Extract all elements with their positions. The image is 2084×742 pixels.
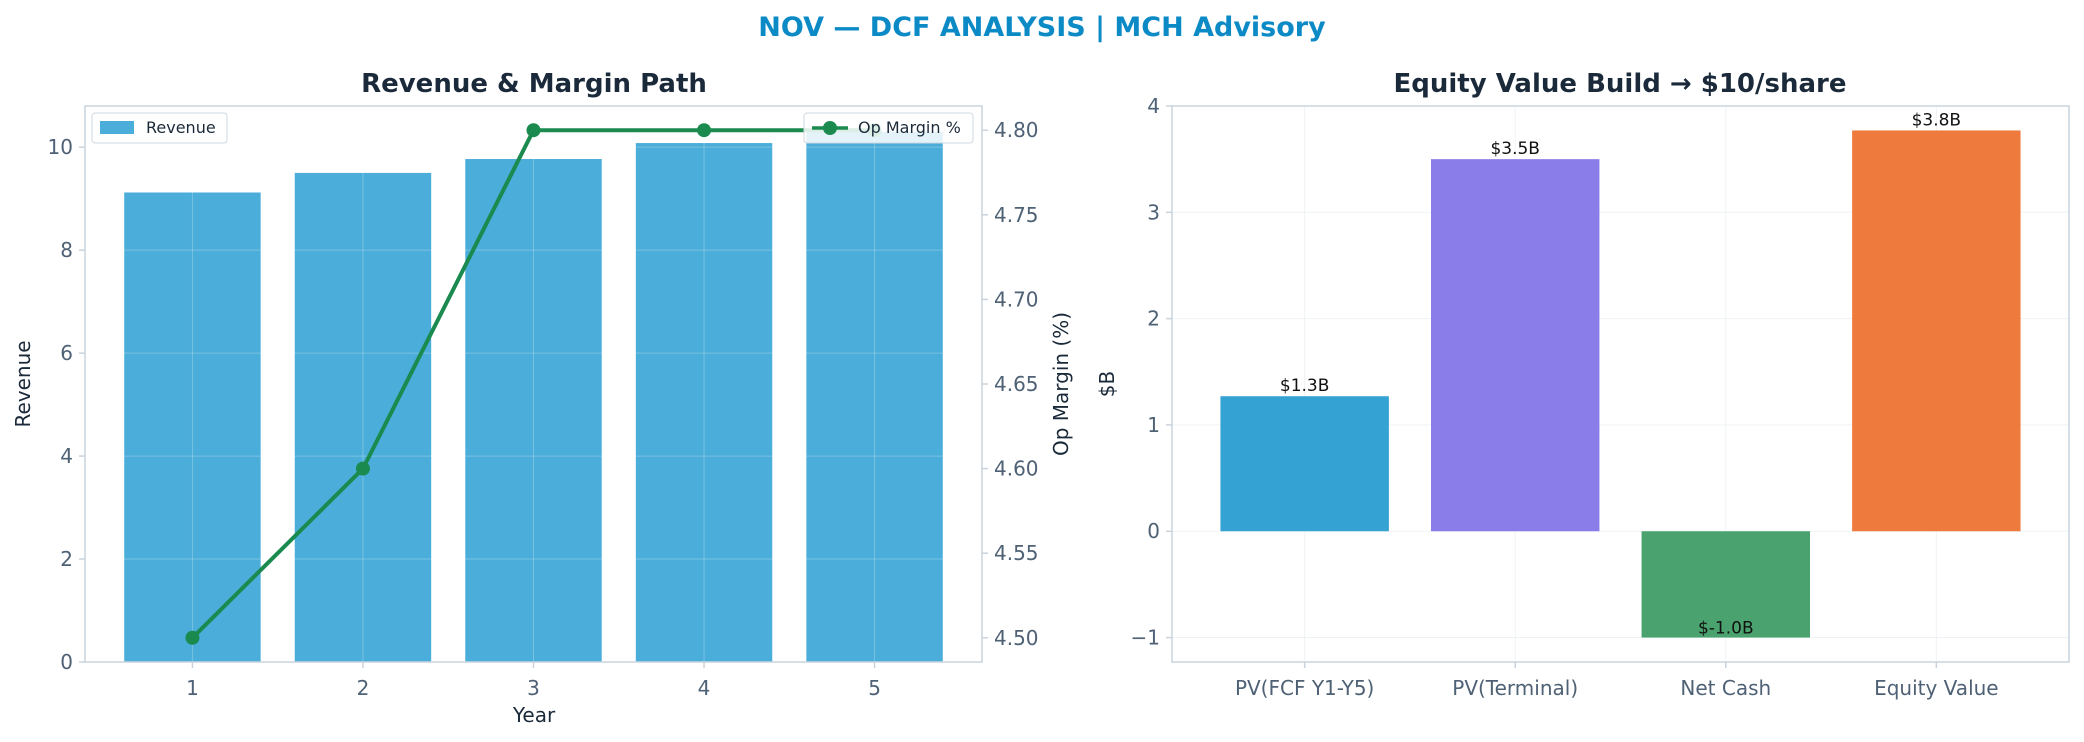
equity-value-chart: Equity Value Build → $10/share −1 0 1 2 3 4 P…: [1095, 69, 2070, 700]
y2-tick-label: 4.70: [994, 287, 1039, 311]
x-tick-label: Equity Value: [1874, 676, 1999, 700]
y2-tick-label: 4.80: [994, 118, 1039, 142]
equity-chart-frame: [1171, 105, 2070, 663]
y-tick-label: 1: [1147, 413, 1160, 437]
equity-bar: [1220, 396, 1389, 532]
revenue-x-axis-label: Year: [512, 703, 556, 727]
bar-data-label: $3.5B: [1490, 139, 1540, 159]
revenue-bar: [806, 131, 943, 663]
equity-bar: [1641, 531, 1811, 638]
revenue-y-axis-label: Revenue: [11, 340, 35, 427]
equity-bar: [1430, 159, 1600, 532]
y2-tick-label: 4.55: [994, 541, 1039, 565]
revenue-legend-box: [91, 112, 228, 144]
x-tick-label: PV(FCF Y1-Y5): [1235, 676, 1374, 700]
margin-y-ticks: 4.50 4.55 4.60 4.65 4.70 4.75 4.80: [982, 118, 1039, 650]
revenue-chart-title: Revenue & Margin Path: [361, 69, 707, 99]
margin-legend-marker: [823, 121, 837, 135]
revenue-bar: [465, 159, 602, 662]
equity-bar: [1852, 130, 2021, 532]
equity-x-ticks: PV(FCF Y1-Y5) PV(Terminal) Net Cash Equity …: [1235, 662, 1999, 700]
y-tick-label: 4: [60, 444, 73, 468]
revenue-bar: [124, 192, 261, 662]
equity-y-ticks: −1 0 1 2 3 4: [1131, 94, 1172, 650]
y-tick-label: 10: [48, 135, 73, 159]
y-tick-label: 0: [60, 650, 73, 674]
margin-legend[interactable]: Op Margin %: [803, 112, 974, 144]
bar-data-label: $3.8B: [1912, 110, 1962, 130]
year-x-ticks: 1 2 3 4 5: [186, 662, 881, 700]
y-tick-label: 2: [60, 547, 73, 571]
revenue-bar: [294, 172, 432, 663]
margin-legend-box: [803, 112, 974, 144]
y2-tick-label: 4.75: [994, 203, 1039, 227]
x-tick-label: 5: [868, 676, 881, 700]
op-margin-point: [355, 461, 370, 476]
x-tick-label: 1: [186, 676, 199, 700]
revenue-legend[interactable]: Revenue: [91, 112, 228, 144]
revenue-legend-swatch: [100, 121, 134, 134]
equity-bars: [1220, 130, 2021, 638]
equity-chart-title: Equity Value Build → $10/share: [1394, 69, 1847, 99]
equity-data-labels: $1.3B $3.5B $-1.0B $3.8B: [1280, 110, 1961, 638]
margin-y-axis-label: Op Margin (%): [1049, 312, 1073, 456]
revenue-bar: [635, 143, 773, 663]
bar-data-label: $-1.0B: [1698, 619, 1754, 639]
y-tick-label: 6: [60, 341, 73, 365]
y-tick-label: 3: [1147, 200, 1160, 224]
y-tick-label: 4: [1147, 94, 1160, 118]
y2-tick-label: 4.50: [994, 626, 1039, 650]
y2-tick-label: 4.65: [994, 372, 1039, 396]
margin-legend-label: Op Margin %: [858, 118, 961, 137]
equity-y-axis-label: $B: [1095, 371, 1119, 397]
bar-data-label: $1.3B: [1280, 376, 1330, 396]
x-tick-label: 4: [698, 676, 711, 700]
revenue-legend-label: Revenue: [146, 118, 216, 137]
revenue-grid-lines: [85, 106, 982, 663]
y-tick-label: −1: [1131, 626, 1160, 650]
x-tick-label: 2: [357, 676, 370, 700]
op-margin-point: [185, 630, 200, 645]
revenue-y-ticks: 0 2 4 6 8 10: [48, 135, 85, 674]
figure-title: NOV — DCF ANALYSIS | MCH Advisory: [758, 12, 1326, 43]
y-tick-label: 2: [1147, 307, 1160, 331]
op-margin-line: [185, 123, 882, 645]
x-tick-label: PV(Terminal): [1452, 676, 1578, 700]
op-margin-point: [526, 123, 541, 138]
y-tick-label: 0: [1147, 519, 1160, 543]
op-margin-point: [697, 123, 712, 138]
y2-tick-label: 4.60: [994, 457, 1039, 481]
x-tick-label: Net Cash: [1680, 676, 1771, 700]
x-tick-label: 3: [527, 676, 540, 700]
y-tick-label: 8: [60, 238, 73, 262]
revenue-bars: [124, 131, 943, 663]
